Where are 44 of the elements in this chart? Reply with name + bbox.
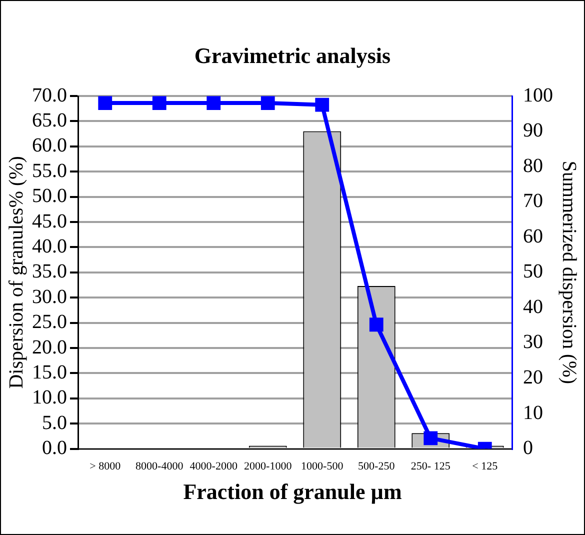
y2-tick-label: 100: [523, 84, 553, 106]
point: [98, 96, 112, 110]
y2-tick-label: 60: [523, 225, 543, 248]
y-tick-label: 45.0: [32, 210, 67, 232]
y2-tick-label: 20: [523, 366, 543, 388]
y2-tick-label: 90: [523, 120, 543, 142]
y2-axis-title: Summerized dispersion (%): [558, 160, 580, 384]
y2-tick-label: 50: [523, 260, 543, 283]
y2-tick-label: 0: [523, 437, 533, 460]
x-axis-title: Fraction of granule µm: [182, 479, 403, 505]
x-tick-label: < 125: [472, 460, 498, 472]
x-tick-label: 1000-500: [301, 460, 344, 472]
y-tick-label: 25.0: [32, 311, 67, 334]
point: [369, 318, 384, 332]
point: [152, 96, 166, 110]
y-tick-label: 55.0: [32, 160, 67, 182]
y-tick-label: 60.0: [32, 134, 67, 157]
point: [315, 98, 330, 112]
y-tick-label: 20.0: [32, 336, 67, 358]
y-tick-label: 10.0: [32, 386, 67, 409]
y2-tick-label: 30: [523, 331, 543, 354]
x-tick-label: 4000-2000: [190, 460, 238, 472]
point: [206, 96, 221, 110]
y-tick-label: 0.0: [42, 437, 67, 460]
y2-tick-label: 10: [523, 402, 543, 424]
y-tick-label: 65.0: [32, 109, 67, 132]
y-axis-title: Dispersion of granules% (%): [5, 156, 28, 389]
y-tick-label: 30.0: [32, 286, 67, 308]
chart-title: Gravimetric analysis: [193, 43, 392, 69]
y-tick-label: 5.0: [42, 412, 67, 434]
y2-tick-label: 70: [523, 190, 543, 212]
x-tick-label: > 8000: [90, 460, 122, 472]
x-tick-label: 2000-1000: [244, 460, 292, 472]
y-tick-label: 15.0: [32, 361, 67, 384]
y2-tick-label: 80: [523, 154, 543, 177]
y-tick-label: 35.0: [32, 260, 67, 283]
x-tick-label: 250- 125: [410, 460, 451, 472]
y2-tick-label: 40: [523, 296, 543, 318]
y-tick-label: 40.0: [32, 235, 67, 258]
y-tick-label: 50.0: [32, 185, 67, 208]
x-tick-label: 500-250: [358, 460, 396, 472]
x-tick-label: 8000-4000: [136, 460, 184, 472]
y-tick-label: 70.0: [32, 84, 67, 106]
point: [260, 96, 275, 110]
